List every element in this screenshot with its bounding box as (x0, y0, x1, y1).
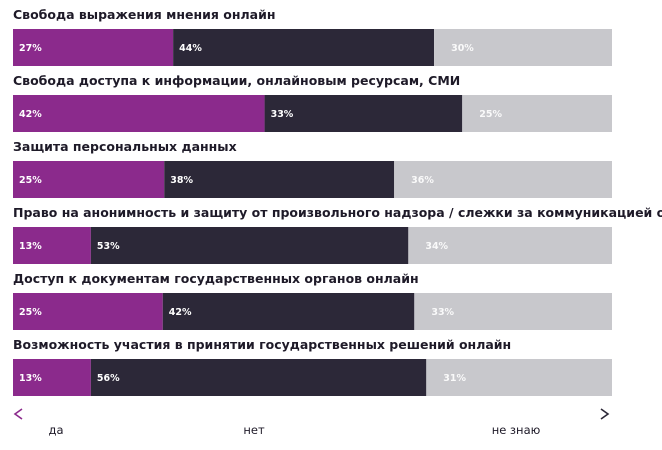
bar-segment-yes (13, 95, 265, 132)
bar-value-label: 13% (19, 373, 42, 384)
axis-label-dont-know: не знаю (492, 423, 541, 437)
row-title: Свобода выражения мнения онлайн (13, 7, 275, 22)
bar-segment-yes (13, 293, 163, 330)
row-title: Право на анонимность и защиту от произво… (13, 205, 662, 220)
chart-rows: Свобода выражения мнения онлайн 27% 44% 30%… (13, 7, 662, 396)
bar-segment-dont-know (408, 227, 612, 264)
bar-segment-no (90, 359, 427, 396)
axis-arrow-left-icon (13, 408, 23, 420)
response-axis: да нет не знаю (13, 408, 610, 437)
bar-segment-yes (13, 161, 165, 198)
bar-row: Возможность участия в принятии государст… (13, 337, 612, 396)
bar-row: Свобода выражения мнения онлайн 27% 44% 30% (13, 7, 612, 66)
bar-value-label: 25% (19, 307, 42, 318)
bar-value-label: 33% (431, 307, 454, 318)
bar-segment-dont-know (434, 29, 612, 66)
bar-value-label: 25% (479, 109, 502, 120)
bar-value-label: 25% (19, 175, 42, 186)
bar-row: Защита персональных данных 25% 38% 36% (13, 139, 612, 198)
bar-segment-dont-know (414, 293, 612, 330)
bar-row: Право на анонимность и защиту от произво… (13, 205, 662, 264)
bar-value-label: 33% (271, 109, 294, 120)
bar-segment-yes (13, 359, 91, 396)
row-title: Свобода доступа к информации, онлайновым… (13, 73, 460, 88)
bar-value-label: 34% (425, 241, 448, 252)
bar-segment-yes (13, 227, 91, 264)
bar-value-label: 31% (443, 373, 466, 384)
bar-segment-no (162, 293, 415, 330)
bar-segment-no (173, 29, 435, 66)
axis-arrow-right-icon (600, 408, 610, 420)
bar-value-label: 42% (169, 307, 192, 318)
bar-value-label: 30% (451, 43, 474, 54)
bar-segment-yes (13, 29, 174, 66)
bar-segment-dont-know (462, 95, 612, 132)
bar-value-label: 56% (97, 373, 120, 384)
bar-segment-dont-know (426, 359, 612, 396)
axis-label-no: нет (243, 423, 265, 437)
bar-value-label: 44% (179, 43, 202, 54)
bar-row: Свобода доступа к информации, онлайновым… (13, 73, 612, 132)
bar-value-label: 38% (170, 175, 193, 186)
bar-segment-dont-know (394, 161, 612, 198)
bar-value-label: 42% (19, 109, 42, 120)
bar-segment-no (264, 95, 463, 132)
row-title: Защита персональных данных (13, 139, 237, 154)
bar-segment-no (164, 161, 395, 198)
axis-label-yes: да (49, 423, 64, 437)
row-title: Возможность участия в принятии государст… (13, 337, 511, 352)
row-title: Доступ к документам государственных орга… (13, 271, 419, 286)
bar-value-label: 27% (19, 43, 42, 54)
bar-value-label: 53% (97, 241, 120, 252)
bar-segment-no (90, 227, 409, 264)
bar-value-label: 13% (19, 241, 42, 252)
bar-value-label: 36% (411, 175, 434, 186)
bar-row: Доступ к документам государственных орга… (13, 271, 612, 330)
